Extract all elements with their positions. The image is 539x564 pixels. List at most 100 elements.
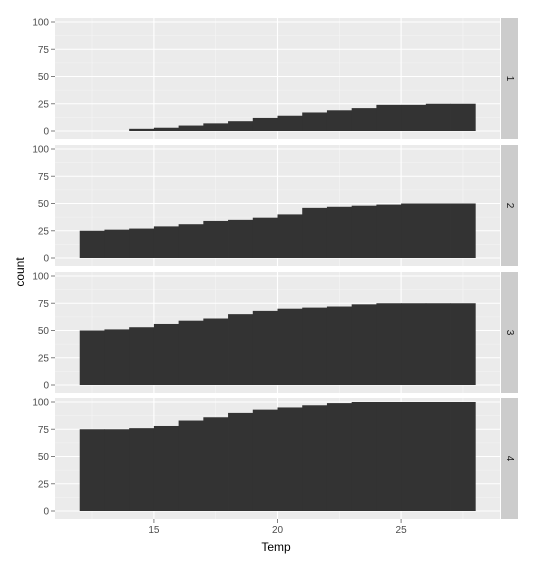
x-axis-title: Temp	[261, 540, 291, 554]
histogram-bar	[228, 121, 254, 131]
y-tick-label: 0	[43, 254, 49, 265]
histogram-bar	[178, 420, 204, 511]
histogram-bar	[129, 428, 155, 511]
histogram-bar	[203, 123, 229, 131]
histogram-bar	[450, 402, 476, 511]
histogram-bar	[425, 203, 451, 258]
histogram-bar	[178, 224, 204, 258]
histogram-bar	[450, 103, 476, 131]
y-tick-label: 100	[32, 398, 49, 409]
histogram-bar	[450, 203, 476, 258]
histogram-bar	[401, 203, 427, 258]
histogram-bar	[351, 402, 377, 511]
y-tick-label: 0	[43, 507, 49, 518]
facet-panel-4: 0 25 50 75 100 4	[32, 398, 518, 519]
facet-panel-3: 0 25 50 75 100 3	[32, 272, 518, 393]
histogram-bar	[326, 206, 353, 258]
histogram-bar	[153, 323, 180, 385]
histogram-bar	[326, 110, 353, 131]
facet-panel-1: 0 25 50 75 100 1	[32, 18, 518, 139]
y-tick-label: 0	[43, 381, 49, 392]
histogram-bar	[302, 405, 328, 511]
histogram-bar	[277, 115, 303, 131]
y-tick-label: 25	[38, 99, 50, 110]
facet-strip-label: 3	[504, 330, 515, 336]
facet-strip	[501, 272, 518, 393]
histogram-bar	[203, 417, 229, 511]
histogram-bar	[79, 330, 105, 385]
histogram-bar	[376, 204, 402, 258]
histogram-bar	[104, 229, 130, 258]
histogram-bar	[401, 104, 427, 131]
y-tick-label: 25	[38, 479, 50, 490]
histogram-bar	[376, 104, 402, 131]
histogram-bar	[326, 306, 353, 385]
histogram-bar	[302, 207, 328, 258]
y-tick-label: 100	[32, 145, 49, 156]
y-tick-label: 75	[38, 425, 50, 436]
facet-panel-2: 0 25 50 75 100 2	[32, 145, 518, 266]
histogram-bar	[79, 429, 105, 511]
histogram-bar	[425, 303, 451, 385]
histogram-bar	[153, 425, 180, 511]
y-tick-label: 100	[32, 272, 49, 283]
histogram-bar	[277, 308, 303, 385]
y-tick-label: 50	[38, 452, 50, 463]
histogram-bar	[228, 314, 254, 385]
histogram-bar	[376, 402, 402, 511]
y-tick-label: 75	[38, 45, 50, 56]
histogram-bar	[203, 318, 229, 385]
x-tick-label: 20	[272, 525, 284, 536]
y-tick-label: 50	[38, 326, 50, 337]
panels-layer: 0255075100102550751002025507510030255075…	[32, 18, 518, 536]
histogram-bar	[376, 303, 402, 385]
facet-strip	[501, 398, 518, 519]
histogram-bar	[277, 214, 303, 258]
histogram-bar	[153, 226, 180, 258]
histogram-bar	[351, 108, 377, 131]
histogram-bar	[178, 320, 204, 385]
histogram-bar	[401, 402, 427, 511]
histogram-bar	[425, 103, 451, 131]
facet-strip	[501, 18, 518, 139]
y-tick-label: 25	[38, 353, 50, 364]
histogram-bar	[302, 112, 328, 131]
y-tick-label: 25	[38, 226, 50, 237]
histogram-bar	[326, 403, 353, 511]
facet-strip-label: 1	[504, 76, 515, 82]
histogram-bar	[450, 303, 476, 385]
histogram-bar	[129, 327, 155, 385]
histogram-bar	[401, 303, 427, 385]
facet-strip	[501, 145, 518, 266]
y-tick-label: 100	[32, 18, 49, 29]
histogram-bar	[252, 310, 278, 385]
y-tick-label: 50	[38, 199, 50, 210]
histogram-bar	[252, 409, 278, 511]
histogram-bar	[252, 217, 278, 258]
histogram-bar	[228, 412, 254, 511]
histogram-bar	[104, 329, 130, 385]
histogram-bar	[129, 128, 155, 131]
histogram-bar	[425, 402, 451, 511]
y-tick-label: 75	[38, 172, 50, 183]
histogram-bar	[129, 228, 155, 258]
y-axis-title: count	[13, 257, 27, 287]
x-tick-label: 25	[396, 525, 408, 536]
y-tick-label: 0	[43, 127, 49, 138]
histogram-bar	[153, 127, 180, 131]
histogram-bar	[178, 125, 204, 131]
y-tick-label: 50	[38, 72, 50, 83]
histogram-bar	[79, 230, 105, 258]
histogram-bar	[351, 205, 377, 258]
y-tick-label: 75	[38, 299, 50, 310]
histogram-bar	[252, 117, 278, 131]
histogram-bar	[203, 220, 229, 258]
histogram-bar	[277, 407, 303, 511]
x-tick-label: 15	[148, 525, 160, 536]
histogram-bar	[104, 429, 130, 511]
histogram-bar	[351, 304, 377, 385]
histogram-bar	[302, 307, 328, 385]
facet-strip-label: 2	[504, 203, 515, 209]
facet-strip-label: 4	[504, 456, 515, 462]
